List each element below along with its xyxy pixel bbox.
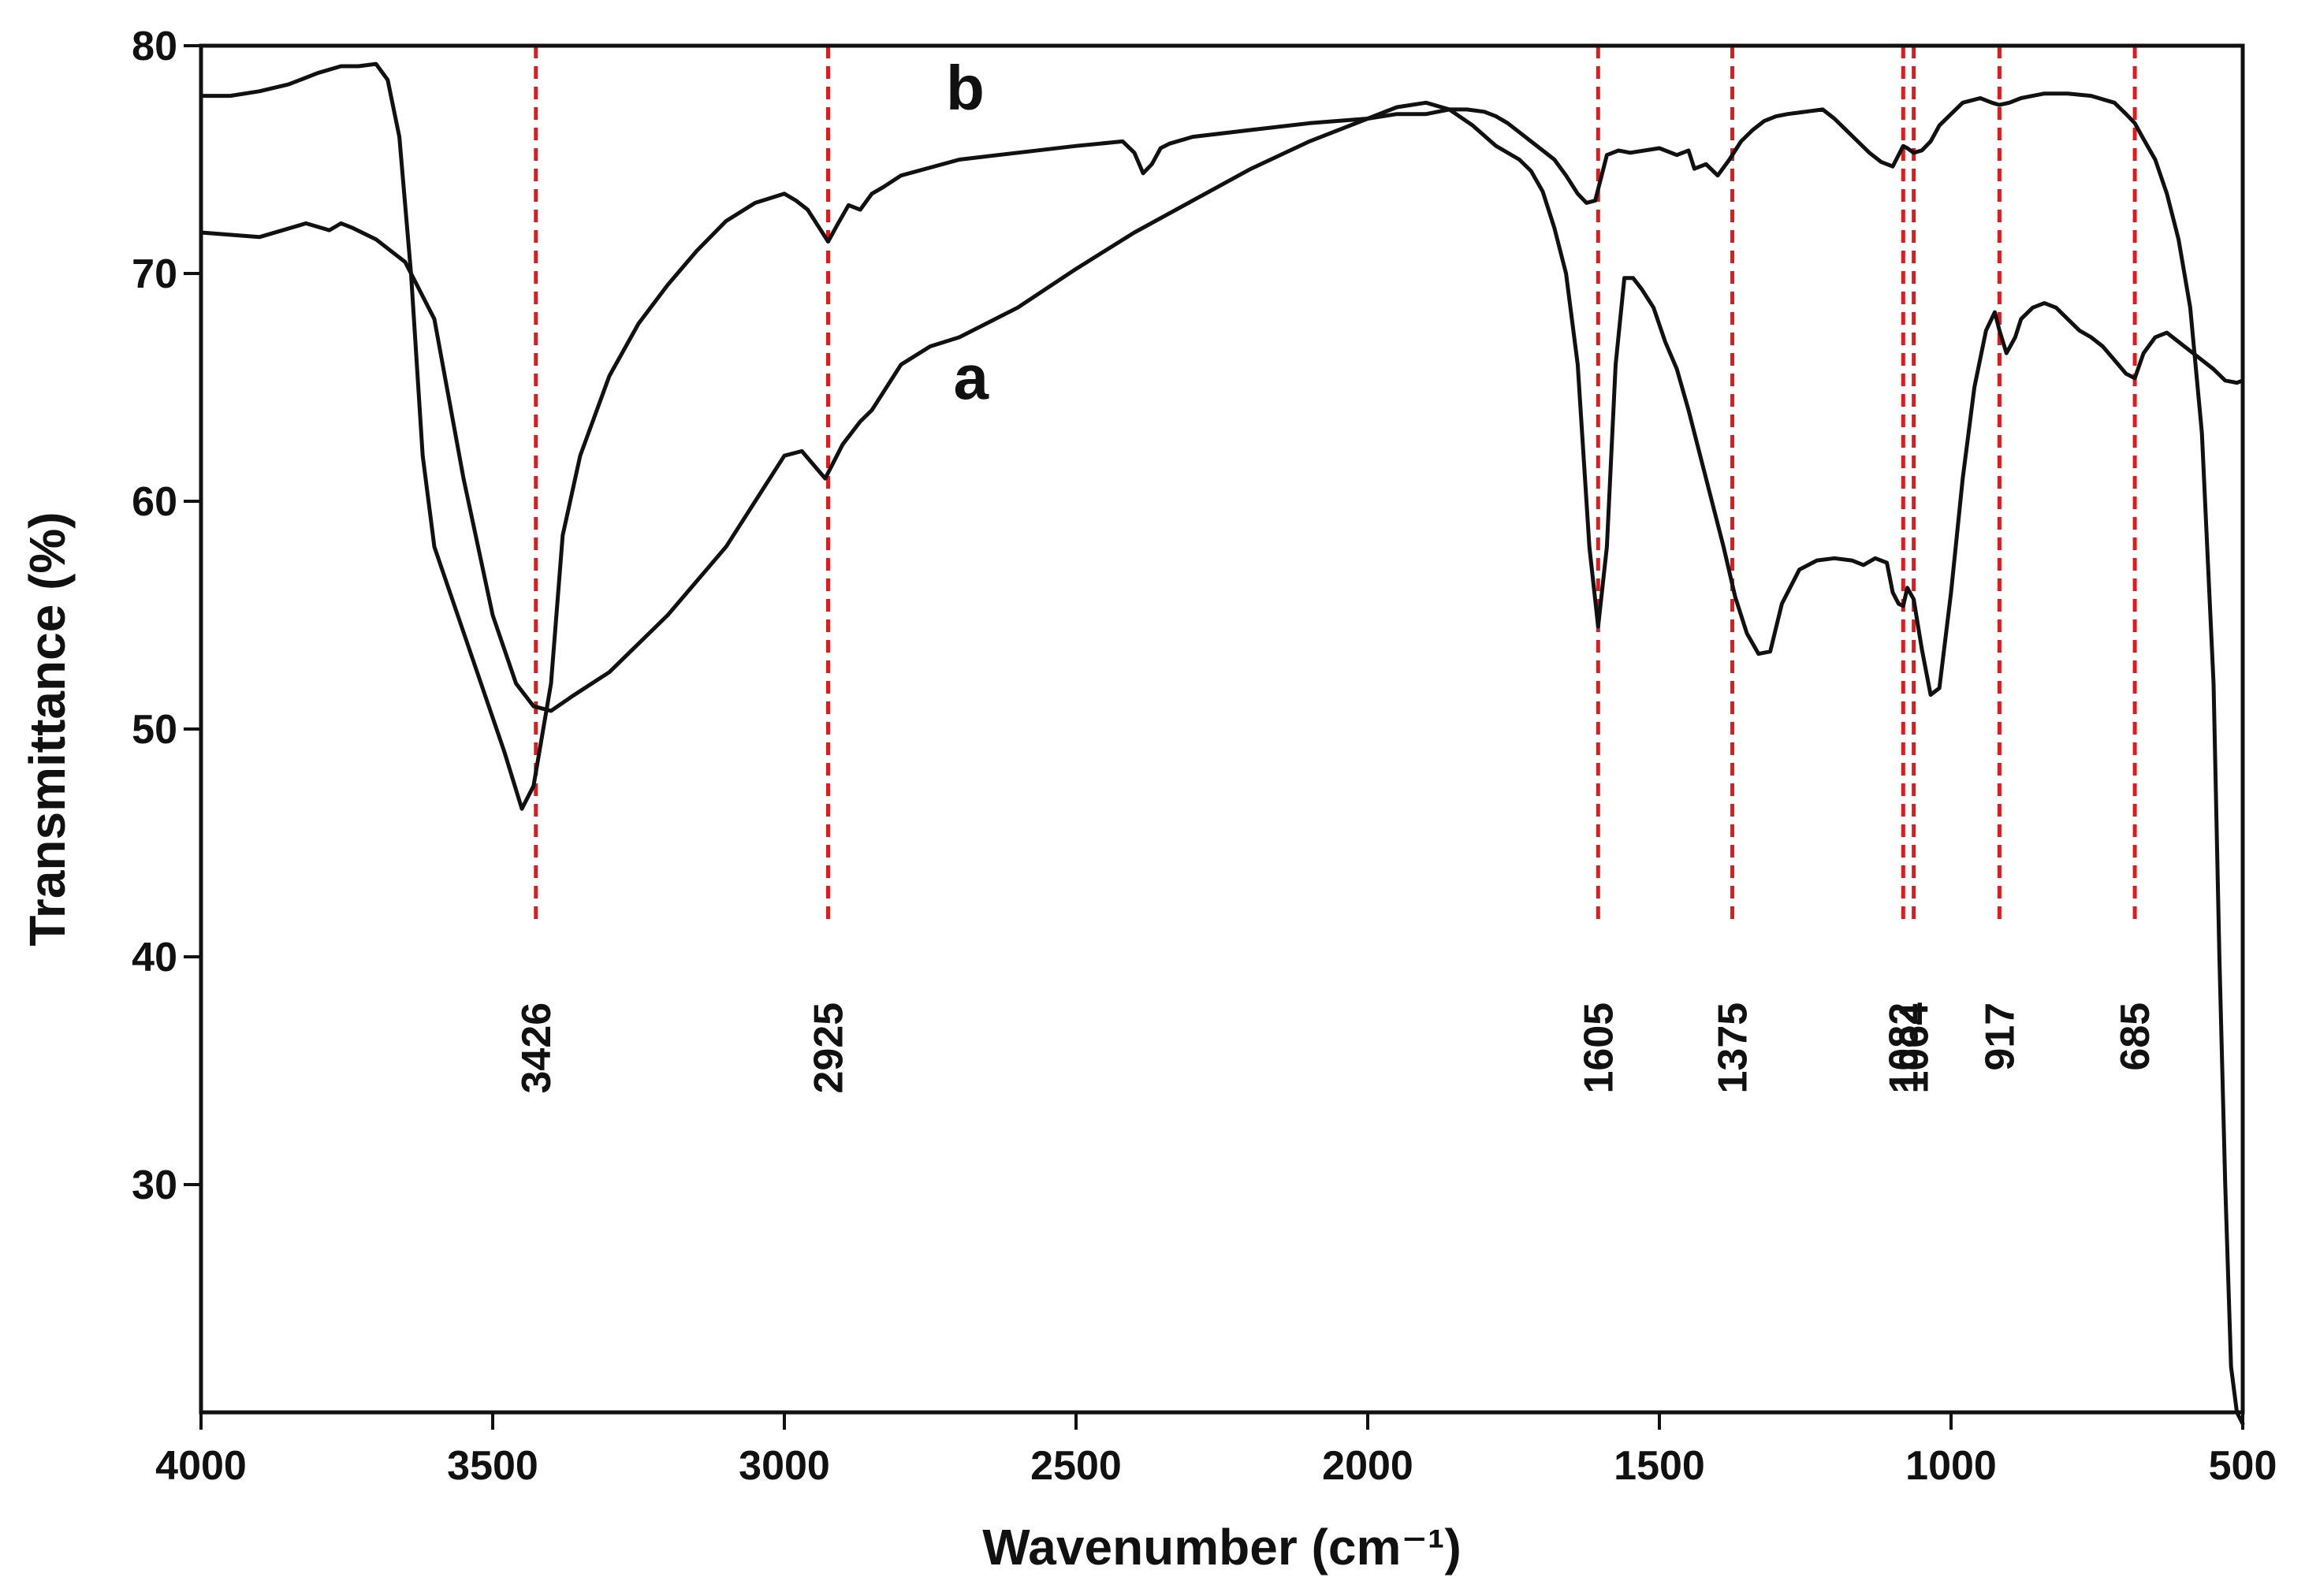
x-tick-label: 4000 <box>155 1443 247 1489</box>
peak-marker-label: 1605 <box>1576 1003 1622 1094</box>
x-tick-label: 1000 <box>1905 1443 1997 1489</box>
peak-marker-label: 1064 <box>1892 1003 1938 1094</box>
series-line-a <box>199 100 2245 713</box>
peak-marker-layer <box>534 46 2137 923</box>
x-tick-label: 3000 <box>739 1443 830 1489</box>
x-tick-label: 3500 <box>447 1443 538 1489</box>
peak-marker-label: 685 <box>2113 1003 2158 1071</box>
tick-layer: 4000 3500 3000 2500 2000 1500 1000 500 30 40 50 60 7… <box>132 24 2277 1489</box>
series-label-b: b <box>946 53 985 123</box>
peak-marker-label: 1082 <box>1881 1003 1927 1094</box>
x-axis-title: Wavenumber (cm⁻¹) <box>982 1519 1462 1576</box>
y-tick-label: 40 <box>132 935 177 980</box>
y-tick-label: 70 <box>132 251 177 297</box>
y-tick-label: 50 <box>132 707 177 753</box>
x-tick-label: 500 <box>2209 1443 2277 1489</box>
peak-marker-label: 1375 <box>1711 1003 1756 1094</box>
x-tick-label: 2500 <box>1030 1443 1122 1489</box>
peak-marker-label: 917 <box>1977 1003 2023 1071</box>
series-line-b <box>199 61 2245 1426</box>
y-tick-label: 80 <box>132 24 177 69</box>
peak-marker-label: 3426 <box>514 1003 560 1094</box>
series-layer <box>199 61 2245 1426</box>
y-axis-title: Transmittance (%) <box>19 512 76 946</box>
y-tick-label: 30 <box>132 1163 177 1208</box>
y-tick-label: 60 <box>132 479 177 525</box>
series-label-a: a <box>954 342 989 412</box>
x-tick-label: 1500 <box>1614 1443 1705 1489</box>
peak-marker-label: 2925 <box>806 1003 852 1094</box>
x-tick-label: 2000 <box>1322 1443 1413 1489</box>
